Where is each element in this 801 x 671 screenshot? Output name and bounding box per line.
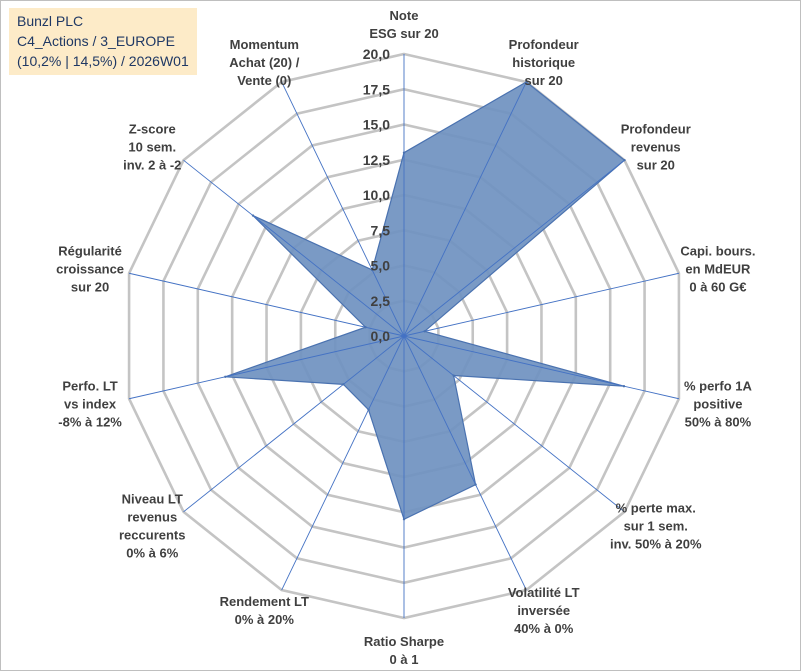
tick-label: 15,0	[363, 117, 390, 133]
axis-spoke	[281, 81, 405, 337]
data-point	[622, 385, 626, 388]
axis-label: Volatilité LT inversée 40% à 0%	[508, 585, 580, 636]
axis-label: Ratio Sharpe 0 à 1	[364, 634, 444, 667]
data-point	[402, 518, 406, 521]
axis-label: Capi. bours. en MdEUR 0 à 60 G€	[680, 243, 755, 294]
axis-label: Momentum Achat (20) / Vente (0)	[229, 37, 299, 88]
axis-label: Profondeur revenus sur 20	[621, 121, 691, 172]
axis-label: Niveau LT revenus reccurents 0% à 6%	[119, 492, 185, 561]
axis-spoke	[403, 335, 527, 591]
data-point	[452, 374, 455, 377]
data-point	[224, 375, 227, 378]
tick-label: 2,5	[371, 293, 391, 309]
axis-label: Rendement LT 0% à 20%	[220, 594, 309, 627]
tick-label: 12,5	[363, 152, 390, 168]
axis-label: Z-score 10 sem. inv. 2 à -2	[123, 121, 181, 172]
axis-label: Régularité croissance sur 20	[56, 243, 124, 294]
data-point	[370, 268, 374, 272]
tick-label: 17,5	[363, 81, 390, 97]
tick-label: 7,5	[371, 222, 391, 238]
data-point	[367, 408, 370, 411]
axis-spoke	[183, 335, 405, 513]
axis-label: % perte max. sur 1 sem. inv. 50% à 20%	[610, 501, 702, 552]
axis-label: Profondeur historique sur 20	[509, 37, 579, 88]
tick-label: 20,0	[363, 46, 390, 62]
tick-label: 5,0	[371, 258, 391, 274]
chart-title-line-3: (10,2% | 14,5%) / 2026W01	[17, 53, 189, 69]
data-point	[251, 214, 255, 217]
axis-spoke	[403, 272, 680, 337]
axis-spoke	[281, 335, 405, 591]
axis-label: Note ESG sur 20	[369, 8, 438, 41]
axis-spoke	[128, 335, 405, 400]
axis-label: % perfo 1A positive 50% à 80%	[684, 379, 753, 430]
chart-title-line-2: C4_Actions / 3_EUROPE	[17, 33, 175, 49]
chart-title-line-1: Bunzl PLC	[17, 13, 84, 29]
axis-spoke	[128, 272, 405, 337]
axis-label: Perfo. LT vs index -8% à 12%	[58, 379, 122, 430]
data-point	[402, 151, 406, 154]
axis-spoke	[403, 335, 625, 513]
axis-spoke	[403, 81, 527, 337]
chart-title-box: Bunzl PLC C4_Actions / 3_EUROPE (10,2% |…	[9, 8, 197, 75]
axis-spoke	[183, 159, 405, 337]
tick-label: 0,0	[371, 328, 391, 344]
data-point	[474, 483, 477, 486]
data-point	[364, 326, 367, 329]
data-point	[623, 158, 626, 162]
data-point	[342, 383, 345, 386]
data-point	[525, 80, 528, 84]
tick-label: 10,0	[363, 187, 390, 203]
axis-spoke	[403, 159, 625, 337]
data-point	[423, 330, 426, 333]
data-area	[225, 81, 626, 521]
axis-spoke	[403, 335, 680, 400]
